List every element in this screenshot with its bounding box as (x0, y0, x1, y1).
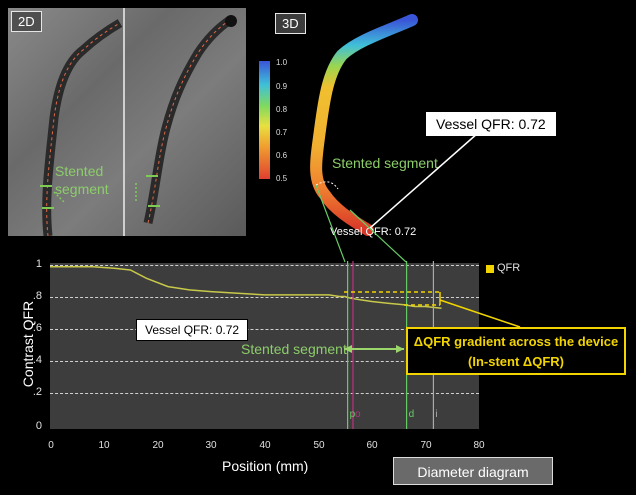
scale-tick-0-6: 0.6 (276, 151, 288, 160)
stented-segment-label-3d: Stented segment (332, 155, 438, 171)
xtick-50: 50 (313, 440, 325, 451)
vessel-qfr-callout-plot: Vessel QFR: 0.72 (136, 319, 249, 341)
qfr-chart (50, 261, 442, 429)
ytick-0: 0 (35, 420, 42, 432)
angiography-2d-panel: 2D Stented segment (8, 8, 246, 236)
gridline-0-2 (50, 393, 479, 394)
scale-tick-0-9: 0.9 (276, 82, 288, 91)
connector-qfr-callout (369, 132, 479, 229)
ytick-1: 1 (35, 258, 42, 270)
vessel-3d-model (310, 14, 418, 236)
xtick-80: 80 (473, 440, 485, 451)
xtick-40: 40 (259, 440, 271, 451)
gridline-0-6 (50, 329, 479, 330)
gradient-annotation-line1: ΔQFR gradient across the device (413, 334, 619, 349)
connector-distal (349, 209, 407, 263)
legend-swatch-qfr (486, 265, 494, 273)
ytick-0-6: .6 (32, 322, 42, 334)
stented-segment-label-2d: Stented segment (55, 163, 109, 197)
xtick-70: 70 (420, 440, 432, 451)
ytick-0-2: .2 (32, 386, 42, 398)
arrowhead-left (344, 345, 352, 353)
angiography-vessel-drawing (40, 15, 237, 236)
gradient-leader (439, 299, 521, 328)
label-2d: 2D (11, 11, 42, 32)
xtick-0: 0 (48, 440, 54, 451)
gradient-annotation-line2: (In-stent ΔQFR) (468, 354, 564, 369)
marker-label-i: i (435, 409, 438, 420)
panel-divider (123, 8, 125, 236)
scale-tick-0-5: 0.5 (276, 174, 288, 183)
xtick-20: 20 (152, 440, 164, 451)
ytick-0-8: .8 (32, 290, 42, 302)
scale-tick-0-8: 0.8 (276, 105, 288, 114)
ytick-0-4: .4 (32, 354, 42, 366)
arrowhead-right (396, 345, 404, 353)
xtick-30: 30 (205, 440, 217, 451)
series-line-qfr (50, 265, 442, 309)
gridline-0-8 (50, 297, 479, 298)
marker-label-p: p (349, 409, 356, 420)
xtick-10: 10 (98, 440, 110, 451)
legend-label-qfr: QFR (497, 262, 521, 274)
marker-label-d: d (408, 409, 415, 420)
connector-proximal (315, 184, 346, 263)
dotted-arrow-3d (315, 181, 339, 190)
marker-label-o: o (354, 409, 361, 420)
stented-segment-label-plot: Stented segment (241, 341, 347, 357)
color-scale-bar (259, 61, 270, 179)
gridline-0-4 (50, 361, 479, 362)
label-3d: 3D (275, 13, 306, 34)
xtick-60: 60 (366, 440, 378, 451)
vessel-qfr-callout-main: Vessel QFR: 0.72 (425, 111, 557, 137)
diameter-diagram-button[interactable]: Diameter diagram (393, 457, 553, 485)
gridline-1 (50, 265, 479, 266)
scale-tick-1-0: 1.0 (276, 58, 288, 67)
scale-tick-0-7: 0.7 (276, 128, 288, 137)
x-axis-title: Position (mm) (222, 458, 309, 474)
gradient-annotation-box: ΔQFR gradient across the device (In-sten… (406, 327, 626, 375)
